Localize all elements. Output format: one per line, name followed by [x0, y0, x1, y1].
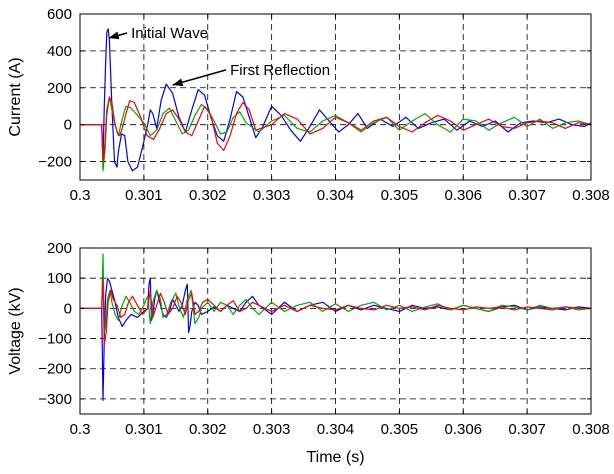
- y-tick-label: −300: [38, 391, 72, 408]
- y-tick-label: 400: [47, 43, 72, 60]
- y-tick-label: 200: [47, 80, 72, 97]
- voltage-panel: 0.3 0.301 0.302 0.303 0.304 0.305 0.306 0.307 0.…: [7, 240, 610, 466]
- series-line: [80, 96, 591, 163]
- x-tick-label: 0.303: [253, 421, 291, 438]
- x-tick-label: 0.306: [444, 421, 482, 438]
- y-tick-label: 200: [47, 240, 72, 257]
- x-tick-label: 0.303: [253, 187, 291, 204]
- x-tick-label: 0.308: [572, 421, 610, 438]
- y-tick-label: 0: [64, 300, 72, 317]
- y-axis-label: Voltage (kV): [7, 287, 24, 374]
- traces: [80, 253, 591, 401]
- x-tick-label: 0.302: [189, 187, 227, 204]
- x-tick-label: 0.307: [508, 421, 546, 438]
- annotation-label: Initial Wave: [131, 25, 208, 42]
- y-tick-label: −100: [38, 331, 72, 348]
- x-tick-label: 0.305: [381, 421, 419, 438]
- annotation-arrow-head: [172, 78, 184, 87]
- annotation-label: First Reflection: [230, 62, 330, 79]
- traces: [80, 28, 591, 172]
- y-tick-label: −200: [38, 361, 72, 378]
- x-tick-label: 0.304: [317, 421, 355, 438]
- series-line: [80, 277, 591, 401]
- x-tick-label: 0.306: [444, 187, 482, 204]
- y-tick-label: 600: [47, 6, 72, 23]
- x-axis-label: Time (s): [306, 449, 364, 466]
- x-tick-label: 0.301: [125, 421, 163, 438]
- x-tick-label: 0.305: [381, 187, 419, 204]
- x-tick-label: 0.302: [189, 421, 227, 438]
- x-tick-label: 0.301: [125, 187, 163, 204]
- x-tick-label: 0.308: [572, 187, 610, 204]
- x-tick-label: 0.3: [70, 421, 91, 438]
- series-line: [80, 96, 591, 172]
- series-line: [80, 253, 591, 334]
- annotation-arrow-head: [108, 31, 120, 40]
- x-tick-label: 0.3: [70, 187, 91, 204]
- y-tick-label: 100: [47, 270, 72, 287]
- current-panel: 0.3 0.301 0.302 0.303 0.304 0.305 0.306 0.307 0.…: [7, 6, 610, 204]
- series-line: [80, 277, 591, 346]
- y-tick-label: 0: [64, 117, 72, 134]
- y-axis-label: Current (A): [7, 57, 24, 136]
- y-tick-label: −200: [38, 154, 72, 171]
- x-tick-label: 0.304: [317, 187, 355, 204]
- x-tick-label: 0.307: [508, 187, 546, 204]
